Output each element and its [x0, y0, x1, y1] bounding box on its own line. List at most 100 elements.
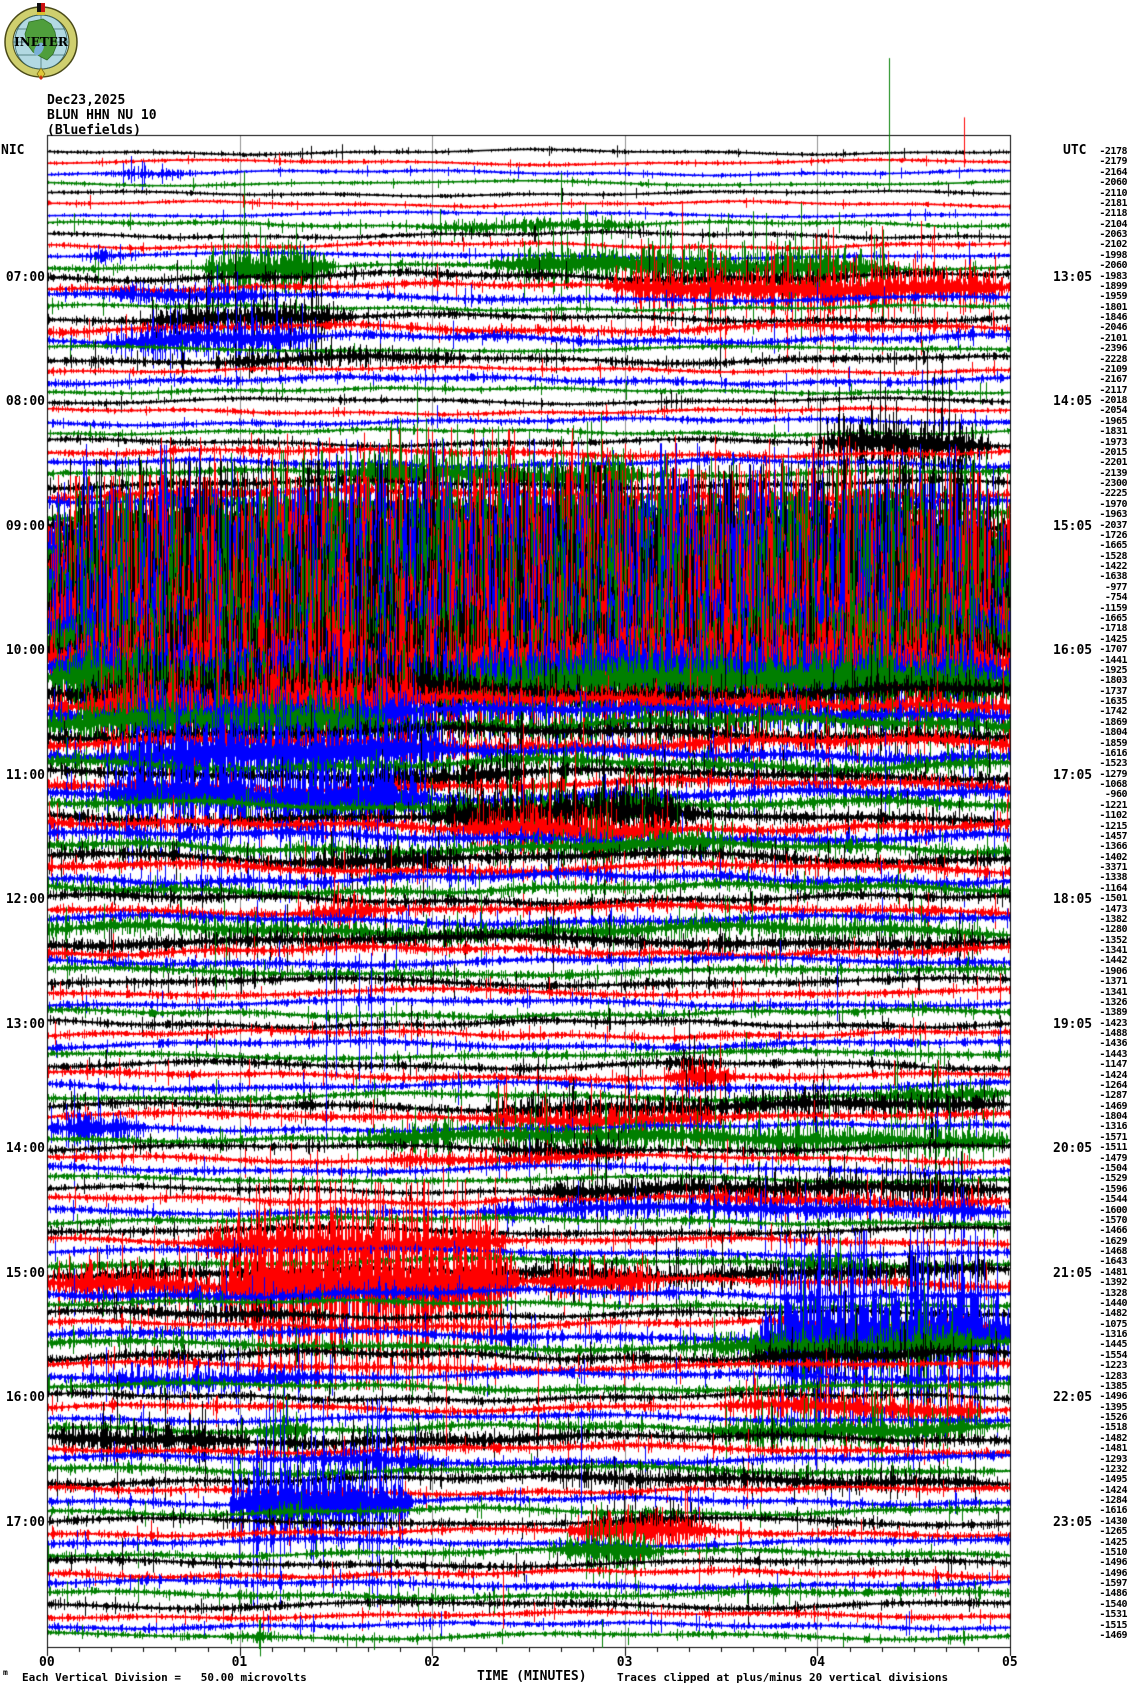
dc-offset-value: -1352	[1099, 934, 1127, 946]
utc-hour-label: 15:05	[1053, 518, 1093, 534]
dc-offset-value: -2396	[1099, 343, 1127, 355]
dc-offset-value: -1468	[1099, 1246, 1127, 1258]
dc-offset-value: -1221	[1099, 799, 1127, 811]
dc-offset-value: -2179	[1099, 156, 1127, 168]
dc-offset-value: -1998	[1099, 249, 1127, 261]
dc-offset-value: -2054	[1099, 405, 1127, 417]
dc-offset-value: -1482	[1099, 1432, 1127, 1444]
dc-offset-value: -1382	[1099, 913, 1127, 925]
dc-offset-value: -1102	[1099, 810, 1127, 822]
dc-offset-value: -2046	[1099, 322, 1127, 334]
dc-offset-value: -1531	[1099, 1609, 1127, 1621]
dc-offset-value: -1596	[1099, 1183, 1127, 1195]
dc-offset-value: -1457	[1099, 830, 1127, 842]
dc-offset-value: -2102	[1099, 239, 1127, 251]
dc-offset-value: -754	[1104, 592, 1128, 604]
dc-offset-value: -2104	[1099, 218, 1127, 230]
dc-offset-value: -1859	[1099, 737, 1127, 749]
dc-offset-value: -1287	[1099, 1090, 1127, 1102]
dc-offset-value: -2117	[1099, 384, 1127, 396]
dc-offset-value: -1518	[1099, 1422, 1127, 1434]
dc-offset-value: -1496	[1099, 1567, 1127, 1579]
dc-offset-value: -1366	[1099, 841, 1127, 853]
dc-offset-value: -1495	[1099, 1474, 1127, 1486]
dc-offset-value: -2139	[1099, 467, 1127, 479]
dc-offset-value: -1423	[1099, 1017, 1127, 1029]
dc-offset-value: -960	[1104, 789, 1128, 801]
dc-offset-value: -1963	[1099, 509, 1127, 521]
dc-offset-value: -1629	[1099, 1235, 1127, 1247]
dc-offset-value: -1523	[1099, 758, 1127, 770]
dc-offset-value: -1486	[1099, 1588, 1127, 1600]
dc-offset-value: -1707	[1099, 644, 1127, 656]
dc-offset-value: -1469	[1099, 1100, 1127, 1112]
nic-hour-label: 11:00	[5, 767, 45, 783]
dc-offset-value: -1571	[1099, 1131, 1127, 1143]
dc-offset-value: -1338	[1099, 872, 1127, 884]
dc-offset-value: -1385	[1099, 1380, 1127, 1392]
dc-offset-value: -1496	[1099, 1557, 1127, 1569]
dc-offset-value: -1665	[1099, 612, 1127, 624]
dc-offset-value: -1965	[1099, 415, 1127, 427]
dc-offset-value: -1430	[1099, 1515, 1127, 1527]
dc-offset-value: -1831	[1099, 426, 1127, 438]
dc-offset-value: -1395	[1099, 1401, 1127, 1413]
dc-offset-value: -1443	[1099, 1048, 1127, 1060]
dc-offset-value: -2164	[1099, 166, 1127, 178]
dc-offset-value: -1803	[1099, 675, 1127, 687]
dc-offset-value: -2167	[1099, 374, 1127, 386]
dc-offset-value: -2101	[1099, 332, 1127, 344]
dc-offset-value: -1068	[1099, 779, 1127, 791]
nic-hour-label: 13:00	[5, 1016, 45, 1032]
dc-offset-value: -1544	[1099, 1194, 1127, 1206]
dc-offset-value: -1328	[1099, 1287, 1127, 1299]
dc-offset-value: -1804	[1099, 1111, 1127, 1123]
dc-offset-value: -1496	[1099, 1391, 1127, 1403]
dc-offset-value: -2225	[1099, 488, 1127, 500]
dc-offset-value: -1570	[1099, 1214, 1127, 1226]
utc-hour-label: 20:05	[1053, 1141, 1093, 1157]
dc-offset-value: -1293	[1099, 1453, 1127, 1465]
dc-offset-value: -2060	[1099, 260, 1127, 272]
dc-offset-value: -1441	[1099, 654, 1127, 666]
dc-offset-value: -1482	[1099, 1308, 1127, 1320]
dc-offset-value: -1600	[1099, 1204, 1127, 1216]
x-axis-tick-label: 00	[39, 1655, 55, 1670]
dc-offset-value: -1481	[1099, 1266, 1127, 1278]
dc-offset-value: -1316	[1099, 1121, 1127, 1133]
dc-offset-value: -1280	[1099, 924, 1127, 936]
dc-offset-value: -1540	[1099, 1598, 1127, 1610]
dc-offset-value: -1925	[1099, 664, 1127, 676]
dc-offset-value: -1223	[1099, 1360, 1127, 1372]
dc-offset-value: -1801	[1099, 301, 1127, 313]
dc-offset-value: -1075	[1099, 1318, 1127, 1330]
dc-offset-value: -1159	[1099, 602, 1127, 614]
nic-hour-label: 17:00	[5, 1514, 45, 1530]
dc-offset-value: -1526	[1099, 1412, 1127, 1424]
dc-offset-value: -1371	[1099, 976, 1127, 988]
utc-hour-label: 18:05	[1053, 892, 1093, 908]
dc-offset-value: -1983	[1099, 270, 1127, 282]
utc-hour-label: 13:05	[1053, 269, 1093, 285]
dc-offset-value: -1481	[1099, 1443, 1127, 1455]
dc-offset-value: -1424	[1099, 1484, 1127, 1496]
dc-offset-value: -2178	[1099, 146, 1127, 157]
dc-offset-value: -1147	[1099, 1059, 1127, 1071]
nic-hour-label: 14:00	[5, 1141, 45, 1157]
dc-offset-value: -1906	[1099, 965, 1127, 977]
x-axis-tick-label: 03	[616, 1655, 633, 1670]
dc-offset-value: -2110	[1099, 187, 1127, 199]
dc-offset-value: -1616	[1099, 1505, 1127, 1517]
dc-offset-value: -1528	[1099, 550, 1127, 562]
dc-offset-value: -1970	[1099, 498, 1127, 510]
dc-offset-value: -1424	[1099, 1069, 1127, 1081]
dc-offset-value: -2118	[1099, 208, 1127, 220]
dc-offset-value: -2201	[1099, 457, 1127, 469]
dc-offset-value: -1959	[1099, 291, 1127, 303]
dc-offset-value: -1215	[1099, 820, 1127, 832]
dc-offset-value: -1316	[1099, 1329, 1127, 1341]
utc-hour-label: 17:05	[1053, 767, 1093, 783]
dc-offset-value: -1164	[1099, 882, 1127, 894]
